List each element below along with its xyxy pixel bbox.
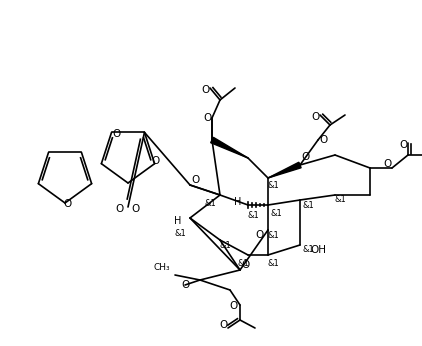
Polygon shape <box>268 162 301 178</box>
Polygon shape <box>211 137 248 158</box>
Text: &1: &1 <box>334 195 346 204</box>
Text: CH₃: CH₃ <box>154 264 170 273</box>
Text: O: O <box>63 199 71 209</box>
Text: &1: &1 <box>174 228 186 237</box>
Text: &1: &1 <box>270 209 282 218</box>
Text: O: O <box>400 140 408 150</box>
Text: &1: &1 <box>302 246 314 255</box>
Text: O: O <box>384 159 392 169</box>
Text: O: O <box>241 260 249 270</box>
Text: O: O <box>301 152 309 162</box>
Text: &1: &1 <box>267 182 279 191</box>
Text: O: O <box>181 280 189 290</box>
Text: &1: &1 <box>302 200 314 209</box>
Text: O: O <box>116 204 124 214</box>
Text: OH: OH <box>310 245 326 255</box>
Text: &1: &1 <box>247 210 259 219</box>
Text: &1: &1 <box>219 240 231 249</box>
Text: O: O <box>203 113 211 123</box>
Text: &1: &1 <box>267 258 279 267</box>
Text: O: O <box>191 175 199 185</box>
Text: O: O <box>132 204 140 214</box>
Text: O: O <box>201 85 209 95</box>
Text: H: H <box>174 216 182 226</box>
Text: &1: &1 <box>204 199 216 208</box>
Text: O: O <box>220 320 228 330</box>
Text: O: O <box>151 156 160 166</box>
Text: O: O <box>311 112 319 122</box>
Text: &1: &1 <box>237 258 249 267</box>
Text: O: O <box>256 230 264 240</box>
Text: O: O <box>230 301 238 311</box>
Text: O: O <box>319 135 327 145</box>
Text: H: H <box>234 197 242 207</box>
Text: O: O <box>112 129 121 139</box>
Text: &1: &1 <box>267 230 279 239</box>
